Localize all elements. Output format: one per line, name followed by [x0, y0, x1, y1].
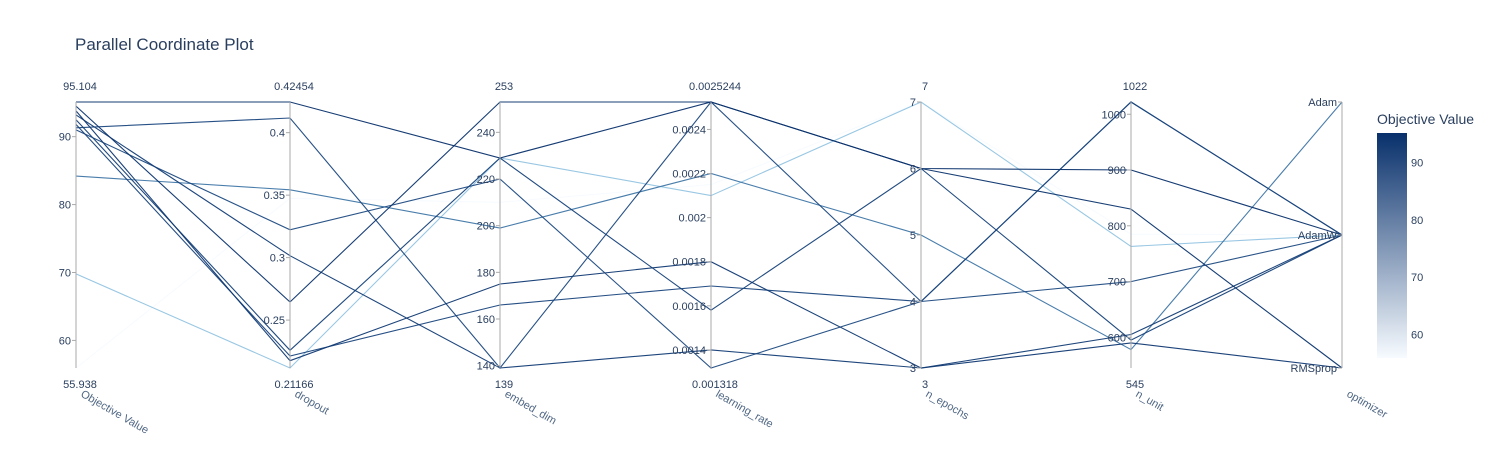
- axis-label: Objective Value: [79, 388, 151, 437]
- colorbar-tick: 70: [1411, 272, 1423, 284]
- axis-n-unit: n_unit 600 700 800 900 1000 1022 545: [1102, 81, 1166, 414]
- axis-range-max: 253: [495, 81, 513, 93]
- tick-label: 0.002: [678, 213, 706, 225]
- tick-label: 1000: [1102, 109, 1126, 121]
- tick-label: 800: [1108, 221, 1126, 233]
- tick-label: 0.0018: [672, 257, 706, 269]
- axis-range-max: 95.104: [63, 81, 97, 93]
- tick-label: 3: [910, 363, 916, 375]
- axis-range-min: 3: [922, 379, 928, 391]
- trial-line: [75, 101, 1343, 369]
- axis-range-max: 7: [922, 81, 928, 93]
- tick-label: 0.0016: [672, 301, 706, 313]
- trial-line: [75, 101, 1343, 351]
- tick-label: 900: [1108, 165, 1126, 177]
- tick-label: 700: [1108, 277, 1126, 289]
- axis-range-min: 545: [1126, 379, 1144, 391]
- tick-label: 70: [59, 267, 71, 279]
- axis-label: embed_dim: [503, 388, 559, 427]
- axis-range-max: 1022: [1123, 81, 1147, 93]
- tick-label: 600: [1108, 332, 1126, 344]
- axis-label: n_epochs: [924, 388, 972, 422]
- colorbar-tick: 90: [1411, 157, 1423, 169]
- trial-line: [76, 101, 1343, 236]
- tick-label: 240: [477, 127, 495, 139]
- tick-label: 220: [477, 174, 495, 186]
- tick-label: 5: [910, 230, 916, 242]
- axis-range-min: 0.001318: [692, 379, 738, 391]
- trial-line: [75, 101, 1343, 369]
- axis-dropout: dropout 0.25 0.3 0.35 0.4 0.42454 0.21166: [264, 81, 331, 417]
- axis-label: learning_rate: [714, 388, 776, 431]
- axis-label: n_unit: [1134, 388, 1166, 413]
- colorbar-tick: 80: [1411, 215, 1423, 227]
- tick-label: Adam: [1308, 97, 1337, 109]
- axis-range-min: 55.938: [63, 379, 97, 391]
- tick-label: 6: [910, 164, 916, 176]
- tick-label: 80: [59, 200, 71, 212]
- tick-label: 0.4: [270, 128, 285, 140]
- tick-label: 160: [477, 314, 495, 326]
- tick-label: 0.0022: [672, 169, 706, 181]
- tick-label: 60: [59, 335, 71, 347]
- axis-range-min: 0.21166: [275, 379, 314, 391]
- axis-range-max: 0.0025244: [689, 81, 741, 93]
- tick-label: 7: [910, 97, 916, 109]
- trial-line: [75, 101, 1343, 369]
- tick-label: 0.25: [264, 315, 285, 327]
- tick-label: 0.0014: [672, 345, 706, 357]
- tick-label: 0.0024: [672, 124, 706, 136]
- tick-label: 140: [477, 361, 495, 373]
- axis-learning-rate: learning_rate 0.0014 0.0016 0.0018 0.002 0.00…: [672, 81, 775, 431]
- tick-label: 0.3: [270, 253, 285, 265]
- chart-title: Parallel Coordinate Plot: [75, 35, 254, 54]
- axis-label: optimizer: [1345, 388, 1390, 421]
- colorbar-gradient: [1377, 133, 1407, 358]
- tick-label: 4: [910, 297, 916, 309]
- axis-range-min: 139: [495, 379, 513, 391]
- colorbar-title: Objective Value: [1377, 111, 1474, 127]
- tick-label: 200: [477, 221, 495, 233]
- tick-label: 90: [59, 132, 71, 144]
- axis-embed-dim: embed_dim 140 160 180 200 220 240 253 139: [477, 81, 559, 427]
- tick-label: 0.35: [264, 190, 285, 202]
- axis-label: dropout: [293, 388, 331, 417]
- tick-label: RMSprop: [1291, 363, 1337, 375]
- trial-line: [75, 101, 1343, 369]
- colorbar: Objective Value 60 70 80 90: [1377, 111, 1474, 358]
- axes-group: Objective Value 60 70 80 90 95.104 55.938 dropo…: [59, 81, 1390, 437]
- colorbar-tick: 60: [1411, 330, 1423, 342]
- axis-range-max: 0.42454: [274, 81, 314, 93]
- trial-lines: [75, 101, 1343, 369]
- tick-label: AdamW: [1298, 230, 1338, 242]
- tick-label: 180: [477, 267, 495, 279]
